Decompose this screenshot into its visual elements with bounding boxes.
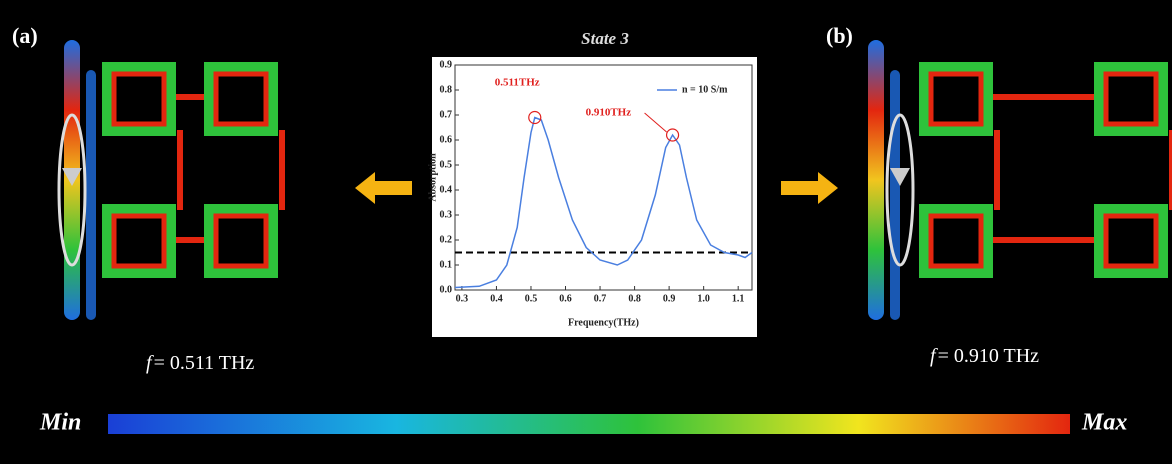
field-square (213, 71, 269, 127)
colorbar-min: Min (39, 410, 81, 436)
x-tick-label: 0.8 (628, 293, 641, 304)
plot-frame (454, 64, 753, 291)
field-square (928, 213, 984, 269)
freq-text: = 0.511 THz (154, 352, 255, 374)
field-square (1103, 71, 1159, 127)
x-tick-label: 1.1 (732, 293, 745, 304)
field-strip (890, 70, 900, 320)
freq-symbol: f (146, 352, 154, 374)
frequency-label: f = 0.511 THz (146, 352, 254, 374)
y-tick-label: 0.7 (440, 109, 453, 120)
annotation-circle (665, 128, 680, 142)
y-tick-label: 0.5 (440, 159, 453, 170)
series-line (454, 116, 753, 289)
x-tick-label: 0.4 (490, 293, 503, 304)
field-strip (86, 70, 96, 320)
panel-label: (b) (826, 23, 853, 48)
y-tick-label: 0.9 (440, 59, 453, 70)
y-tick-label: 0.2 (440, 234, 453, 245)
current-arrow (62, 168, 82, 186)
field-square (102, 204, 176, 278)
field-square (204, 62, 278, 136)
y-tick-label: 0.3 (440, 209, 453, 220)
y-tick-label: 0.0 (440, 284, 453, 295)
current-loop (885, 113, 915, 267)
field-square (213, 213, 269, 269)
arrow-right (781, 172, 838, 204)
x-tick-label: 1.0 (697, 293, 710, 304)
y-tick-label: 0.4 (440, 184, 453, 195)
field-square (111, 213, 167, 269)
field-strip (868, 40, 884, 320)
current-loop (57, 113, 87, 267)
freq-symbol: f (930, 345, 938, 367)
field-square (111, 71, 167, 127)
arrow-left (355, 172, 412, 204)
annotation-text: 0.511THz (495, 77, 540, 89)
annotation-text: 0.910THz (586, 107, 632, 119)
panel-label: (a) (12, 23, 38, 48)
y-tick-label: 0.1 (440, 259, 453, 270)
field-square (928, 71, 984, 127)
x-tick-label: 0.3 (456, 293, 469, 304)
current-arrow (890, 168, 910, 186)
x-tick-label: 0.7 (594, 293, 607, 304)
y-axis-label: Absorption (427, 153, 438, 202)
field-square (919, 62, 993, 136)
x-tick-label: 0.5 (525, 293, 538, 304)
frequency-label: f = 0.910 THz (930, 345, 1039, 367)
y-tick-label: 0.8 (440, 84, 453, 95)
field-square (1094, 62, 1168, 136)
field-square (1103, 213, 1159, 269)
field-square (102, 62, 176, 136)
chart-title: State 3 (581, 29, 629, 48)
x-tick-label: 0.6 (559, 293, 572, 304)
legend-label: n = 10 S/m (682, 84, 728, 95)
freq-text: = 0.910 THz (938, 345, 1040, 367)
field-square (1094, 204, 1168, 278)
y-tick-label: 0.6 (440, 134, 453, 145)
colorbar (108, 414, 1070, 434)
colorbar-max: Max (1081, 410, 1127, 436)
x-tick-label: 0.9 (663, 293, 676, 304)
x-axis-label: Frequency(THz) (568, 317, 639, 328)
annotation-arrow (644, 112, 667, 133)
field-square (204, 204, 278, 278)
field-square (919, 204, 993, 278)
annotation-circle (528, 110, 542, 125)
